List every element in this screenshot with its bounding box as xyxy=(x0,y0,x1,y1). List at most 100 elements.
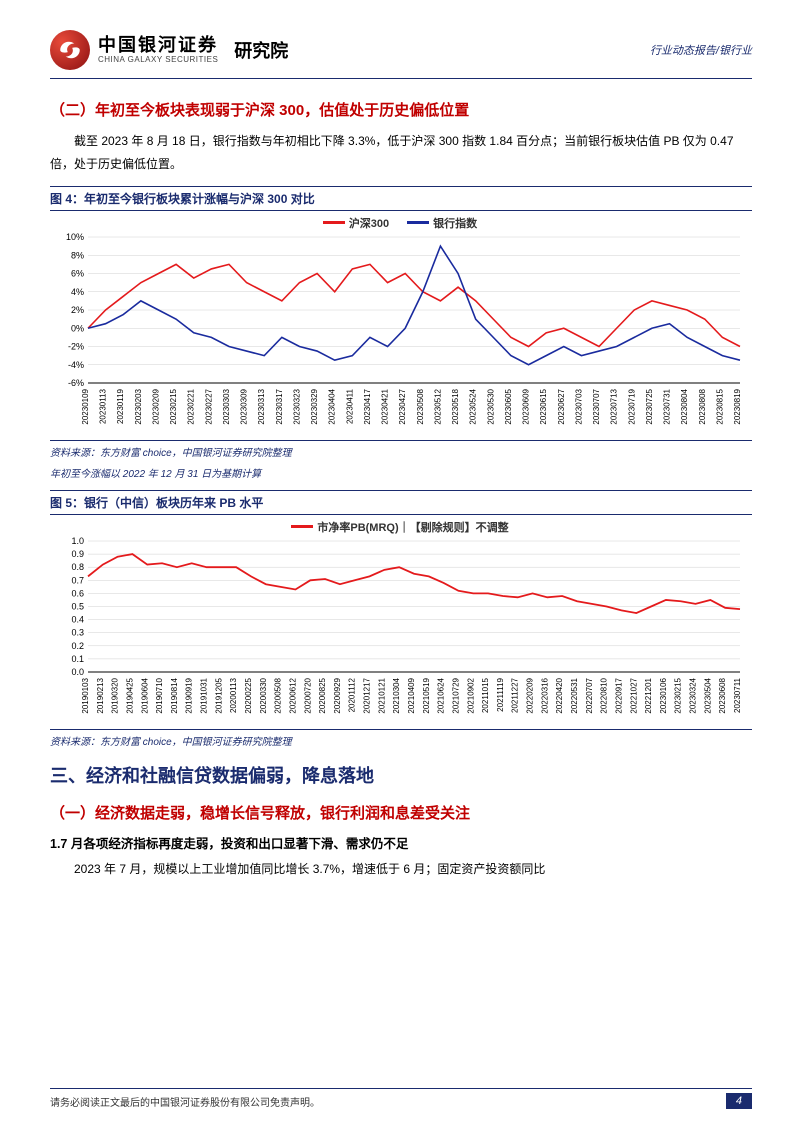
svg-text:20191031: 20191031 xyxy=(200,677,209,713)
svg-text:20210304: 20210304 xyxy=(392,677,401,713)
disclaimer-text: 请务必阅读正文最后的中国银河证券股份有限公司免责声明。 xyxy=(50,1094,320,1109)
svg-text:20200330: 20200330 xyxy=(259,677,268,713)
svg-text:20230411: 20230411 xyxy=(345,388,354,424)
svg-text:20230221: 20230221 xyxy=(187,388,196,424)
svg-text:0.2: 0.2 xyxy=(71,640,84,650)
svg-text:20230725: 20230725 xyxy=(645,388,654,424)
svg-text:20200612: 20200612 xyxy=(288,677,297,713)
fig4-legend-b: 银行指数 xyxy=(433,215,477,231)
svg-text:20191205: 20191205 xyxy=(214,677,223,713)
svg-text:20230627: 20230627 xyxy=(557,388,566,424)
section-3-para: 2023 年 7 月，规模以上工业增加值同比增长 3.7%，增速低于 6 月；固… xyxy=(50,858,752,881)
section-2-title: （二）年初至今板块表现弱于沪深 300，估值处于历史偏低位置 xyxy=(50,99,752,120)
section-2-para: 截至 2023 年 8 月 18 日，银行指数与年初相比下降 3.3%，低于沪深… xyxy=(50,130,752,176)
svg-text:0.0: 0.0 xyxy=(71,667,84,677)
brand-block: 中国银河证券 CHINA GALAXY SECURITIES 研究院 xyxy=(50,30,288,70)
svg-text:20230731: 20230731 xyxy=(663,388,672,424)
section-3-h2: 三、经济和社融信贷数据偏弱，降息落地 xyxy=(50,762,752,788)
svg-text:20230508: 20230508 xyxy=(416,388,425,424)
svg-text:20210624: 20210624 xyxy=(437,677,446,713)
svg-text:20210519: 20210519 xyxy=(422,677,431,713)
svg-text:0.4: 0.4 xyxy=(71,614,84,624)
svg-text:20190710: 20190710 xyxy=(155,677,164,713)
header-category: 行业动态报告/银行业 xyxy=(650,42,752,58)
svg-text:20230215: 20230215 xyxy=(169,388,178,424)
svg-text:20230109: 20230109 xyxy=(81,388,90,424)
svg-text:20200825: 20200825 xyxy=(318,677,327,713)
svg-text:20220420: 20220420 xyxy=(555,677,564,713)
svg-text:20221027: 20221027 xyxy=(629,677,638,713)
svg-text:20220209: 20220209 xyxy=(526,677,535,713)
svg-text:20230815: 20230815 xyxy=(715,388,724,424)
svg-text:20230421: 20230421 xyxy=(381,388,390,424)
svg-text:20230504: 20230504 xyxy=(703,677,712,713)
svg-text:20200720: 20200720 xyxy=(303,677,312,713)
svg-text:20221201: 20221201 xyxy=(644,677,653,713)
svg-text:20200508: 20200508 xyxy=(274,677,283,713)
svg-text:20201217: 20201217 xyxy=(363,677,372,713)
fig4-subnote: 年初至今涨幅以 2022 年 12 月 31 日为基期计算 xyxy=(50,465,752,480)
svg-text:20230309: 20230309 xyxy=(240,388,249,424)
svg-text:20230404: 20230404 xyxy=(328,388,337,424)
svg-text:20190814: 20190814 xyxy=(170,677,179,713)
fig4-source: 资料来源：东方财富 choice，中国银河证券研究院整理 xyxy=(50,440,752,459)
svg-text:0.1: 0.1 xyxy=(71,653,84,663)
page-number: 4 xyxy=(726,1093,752,1109)
svg-text:20200113: 20200113 xyxy=(229,677,238,713)
svg-text:20230605: 20230605 xyxy=(504,388,513,424)
svg-text:20230713: 20230713 xyxy=(610,388,619,424)
fig5-chart: 市净率PB(MRQ)｜【剔除规则】不调整 0.00.10.20.30.40.50… xyxy=(50,519,750,725)
svg-text:2%: 2% xyxy=(71,305,84,315)
svg-text:20230518: 20230518 xyxy=(451,388,460,424)
svg-text:20210121: 20210121 xyxy=(377,677,386,713)
fig4-legend-a: 沪深300 xyxy=(349,215,389,231)
svg-text:0.8: 0.8 xyxy=(71,562,84,572)
svg-text:20230512: 20230512 xyxy=(433,388,442,424)
fig4-caption: 图 4：年初至今银行板块累计涨幅与沪深 300 对比 xyxy=(50,186,752,211)
section-3-h4: 1.7 月各项经济指标再度走弱，投资和出口显著下滑、需求仍不足 xyxy=(50,833,752,852)
svg-text:10%: 10% xyxy=(66,233,84,242)
fig5-source: 资料来源：东方财富 choice，中国银河证券研究院整理 xyxy=(50,729,752,748)
galaxy-logo-icon xyxy=(50,30,90,70)
svg-text:20230819: 20230819 xyxy=(733,388,742,424)
svg-text:20230719: 20230719 xyxy=(627,388,636,424)
brand-cn: 中国银河证券 xyxy=(98,36,218,56)
svg-text:20190604: 20190604 xyxy=(140,677,149,713)
brand-suffix: 研究院 xyxy=(234,37,288,63)
svg-text:20230209: 20230209 xyxy=(151,388,160,424)
svg-text:20190320: 20190320 xyxy=(111,677,120,713)
fig5-caption: 图 5：银行（中信）板块历年来 PB 水平 xyxy=(50,490,752,515)
svg-text:20210729: 20210729 xyxy=(451,677,460,713)
svg-text:20230203: 20230203 xyxy=(134,388,143,424)
svg-text:20230427: 20230427 xyxy=(398,388,407,424)
brand-en: CHINA GALAXY SECURITIES xyxy=(98,56,218,65)
svg-text:20190213: 20190213 xyxy=(96,677,105,713)
svg-text:20210409: 20210409 xyxy=(407,677,416,713)
svg-text:20201112: 20201112 xyxy=(348,677,357,712)
svg-text:20220707: 20220707 xyxy=(585,677,594,713)
svg-text:-2%: -2% xyxy=(68,341,84,351)
svg-text:20210902: 20210902 xyxy=(466,677,475,713)
svg-text:20230524: 20230524 xyxy=(469,388,478,424)
fig5-legend: 市净率PB(MRQ)｜【剔除规则】不调整 xyxy=(317,519,508,535)
svg-text:20230329: 20230329 xyxy=(310,388,319,424)
svg-text:1.0: 1.0 xyxy=(71,537,84,546)
svg-text:20230711: 20230711 xyxy=(733,677,742,713)
svg-text:20220917: 20220917 xyxy=(614,677,623,713)
svg-text:20230530: 20230530 xyxy=(486,388,495,424)
svg-text:20211015: 20211015 xyxy=(481,677,490,713)
svg-text:20190919: 20190919 xyxy=(185,677,194,713)
svg-text:0%: 0% xyxy=(71,323,84,333)
svg-text:20230615: 20230615 xyxy=(539,388,548,424)
svg-text:0.9: 0.9 xyxy=(71,549,84,559)
svg-text:4%: 4% xyxy=(71,286,84,296)
svg-text:20220316: 20220316 xyxy=(540,677,549,713)
svg-text:20230313: 20230313 xyxy=(257,388,266,424)
svg-text:20230119: 20230119 xyxy=(116,388,125,424)
svg-text:-4%: -4% xyxy=(68,359,84,369)
svg-text:20200929: 20200929 xyxy=(333,677,342,713)
svg-text:0.3: 0.3 xyxy=(71,627,84,637)
svg-text:-6%: -6% xyxy=(68,378,84,388)
svg-text:8%: 8% xyxy=(71,250,84,260)
svg-text:20211227: 20211227 xyxy=(511,677,520,713)
